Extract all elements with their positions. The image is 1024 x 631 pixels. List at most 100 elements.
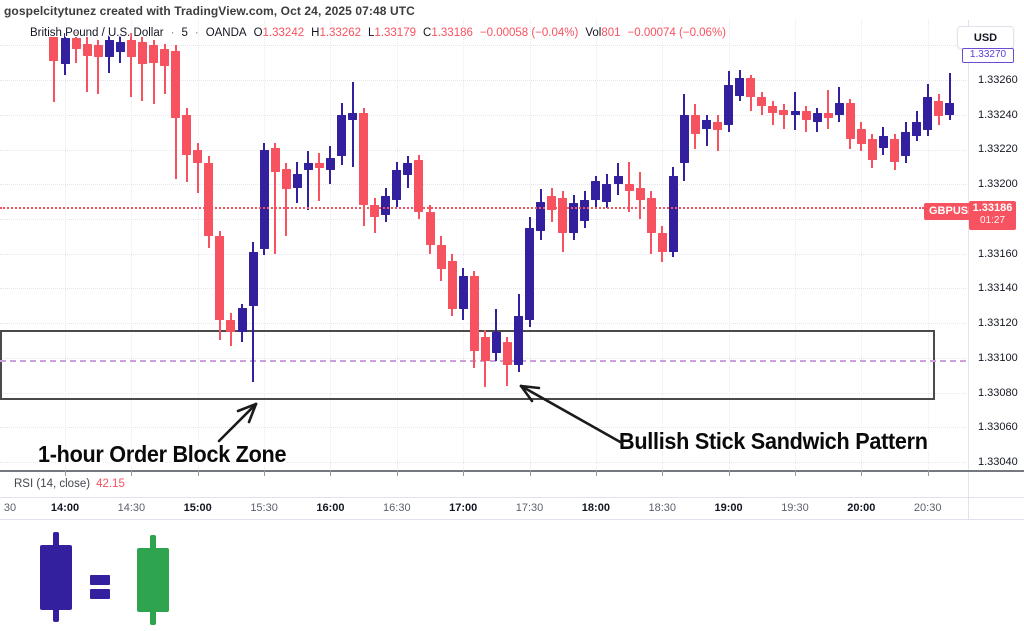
candle-body[interactable] (624, 184, 634, 192)
candle-body[interactable] (569, 203, 579, 233)
candle-body[interactable] (890, 139, 899, 162)
candle-body[interactable] (480, 337, 490, 362)
candle-body[interactable] (292, 173, 302, 188)
pane-separator[interactable] (0, 470, 1024, 472)
candle-wick[interactable] (130, 33, 133, 98)
candle-wick[interactable] (307, 151, 310, 211)
candle-body[interactable] (370, 205, 380, 218)
candle-body[interactable] (259, 149, 269, 249)
candle-body[interactable] (657, 232, 667, 252)
candle-body[interactable] (49, 36, 59, 61)
candle-body[interactable] (381, 196, 391, 216)
candle-body[interactable] (558, 198, 568, 233)
candle-body[interactable] (193, 149, 203, 164)
candle-wick[interactable] (285, 163, 288, 237)
candle-body[interactable] (856, 128, 866, 145)
candle-body[interactable] (713, 121, 722, 131)
candle-body[interactable] (171, 50, 181, 119)
candle-body[interactable] (237, 307, 247, 332)
candle-body[interactable] (337, 114, 346, 157)
candle-body[interactable] (934, 100, 944, 117)
candle-body[interactable] (746, 78, 756, 98)
candle-body[interactable] (646, 198, 656, 233)
candle-body[interactable] (668, 175, 678, 252)
candle-body[interactable] (514, 316, 523, 365)
candle-body[interactable] (502, 342, 512, 365)
candle-body[interactable] (491, 331, 501, 353)
candle-body[interactable] (414, 159, 424, 212)
candle-body[interactable] (182, 114, 192, 155)
candle-body[interactable] (82, 43, 92, 56)
candle-wick[interactable] (771, 100, 774, 126)
candle-body[interactable] (602, 184, 612, 202)
candle-wick[interactable] (794, 92, 796, 131)
candle-body[interactable] (790, 111, 800, 115)
candle-body[interactable] (160, 48, 169, 67)
candle-body[interactable] (613, 175, 623, 185)
interval-label[interactable]: 5 (181, 27, 188, 39)
candle-body[interactable] (945, 102, 955, 115)
candle-body[interactable] (348, 113, 358, 120)
candle-body[interactable] (580, 199, 590, 221)
candle-body[interactable] (325, 158, 335, 171)
candle-wick[interactable] (948, 73, 951, 120)
candle-wick[interactable] (163, 43, 166, 94)
candle-wick[interactable] (705, 114, 708, 146)
order-block-rectangle[interactable] (0, 330, 935, 400)
chart-legend-header[interactable]: British Pound / U.S. Dollar · 5 · OANDA … (30, 27, 726, 39)
candle-body[interactable] (149, 45, 158, 63)
candle-body[interactable] (469, 276, 479, 351)
candle-body[interactable] (679, 114, 689, 164)
candle-body[interactable] (60, 38, 70, 65)
candle-body[interactable] (823, 113, 833, 119)
candle-body[interactable] (690, 114, 700, 134)
candle-body[interactable] (724, 85, 734, 126)
candle-body[interactable] (270, 147, 280, 172)
candle-body[interactable] (547, 196, 557, 211)
candle-body[interactable] (536, 201, 546, 231)
candle-body[interactable] (901, 132, 911, 157)
candle-wick[interactable] (782, 104, 785, 129)
candle-wick[interactable] (152, 40, 155, 105)
candle-body[interactable] (403, 163, 413, 176)
candle-wick[interactable] (52, 29, 55, 103)
candle-body[interactable] (104, 40, 114, 58)
symbol-title[interactable]: British Pound / U.S. Dollar (30, 27, 164, 39)
candle-wick[interactable] (351, 81, 354, 167)
candle-body[interactable] (591, 180, 601, 200)
candle-body[interactable] (115, 41, 125, 53)
candle-wick[interactable] (141, 36, 144, 101)
candle-body[interactable] (303, 163, 313, 171)
candle-body[interactable] (215, 236, 225, 320)
currency-toggle-button[interactable]: USD (957, 26, 1014, 49)
candle-body[interactable] (812, 113, 822, 122)
candle-wick[interactable] (196, 142, 199, 193)
candle-body[interactable] (702, 119, 711, 129)
candle-body[interactable] (392, 170, 402, 200)
candle-body[interactable] (923, 97, 933, 131)
candle-body[interactable] (226, 319, 236, 332)
candle-body[interactable] (834, 102, 844, 115)
candle-body[interactable] (635, 187, 645, 200)
candle-body[interactable] (436, 245, 446, 270)
candle-body[interactable] (71, 38, 81, 49)
candle-wick[interactable] (252, 241, 254, 383)
candle-body[interactable] (314, 163, 324, 169)
candle-body[interactable] (525, 227, 534, 320)
candle-wick[interactable] (274, 142, 277, 254)
candle-body[interactable] (878, 135, 888, 148)
candle-body[interactable] (248, 251, 258, 306)
candle-body[interactable] (735, 78, 745, 96)
candle-wick[interactable] (318, 152, 321, 202)
candle-body[interactable] (447, 260, 457, 310)
candle-wick[interactable] (97, 40, 100, 94)
candle-wick[interactable] (716, 114, 719, 152)
candle-wick[interactable] (827, 90, 830, 129)
candle-body[interactable] (768, 106, 778, 113)
candle-body[interactable] (757, 97, 767, 107)
candle-body[interactable] (93, 45, 103, 58)
rsi-indicator-row[interactable]: RSI (14, close) 42.15 (14, 478, 125, 490)
candle-body[interactable] (845, 102, 855, 140)
candle-wick[interactable] (86, 36, 89, 93)
candle-body[interactable] (281, 168, 291, 190)
